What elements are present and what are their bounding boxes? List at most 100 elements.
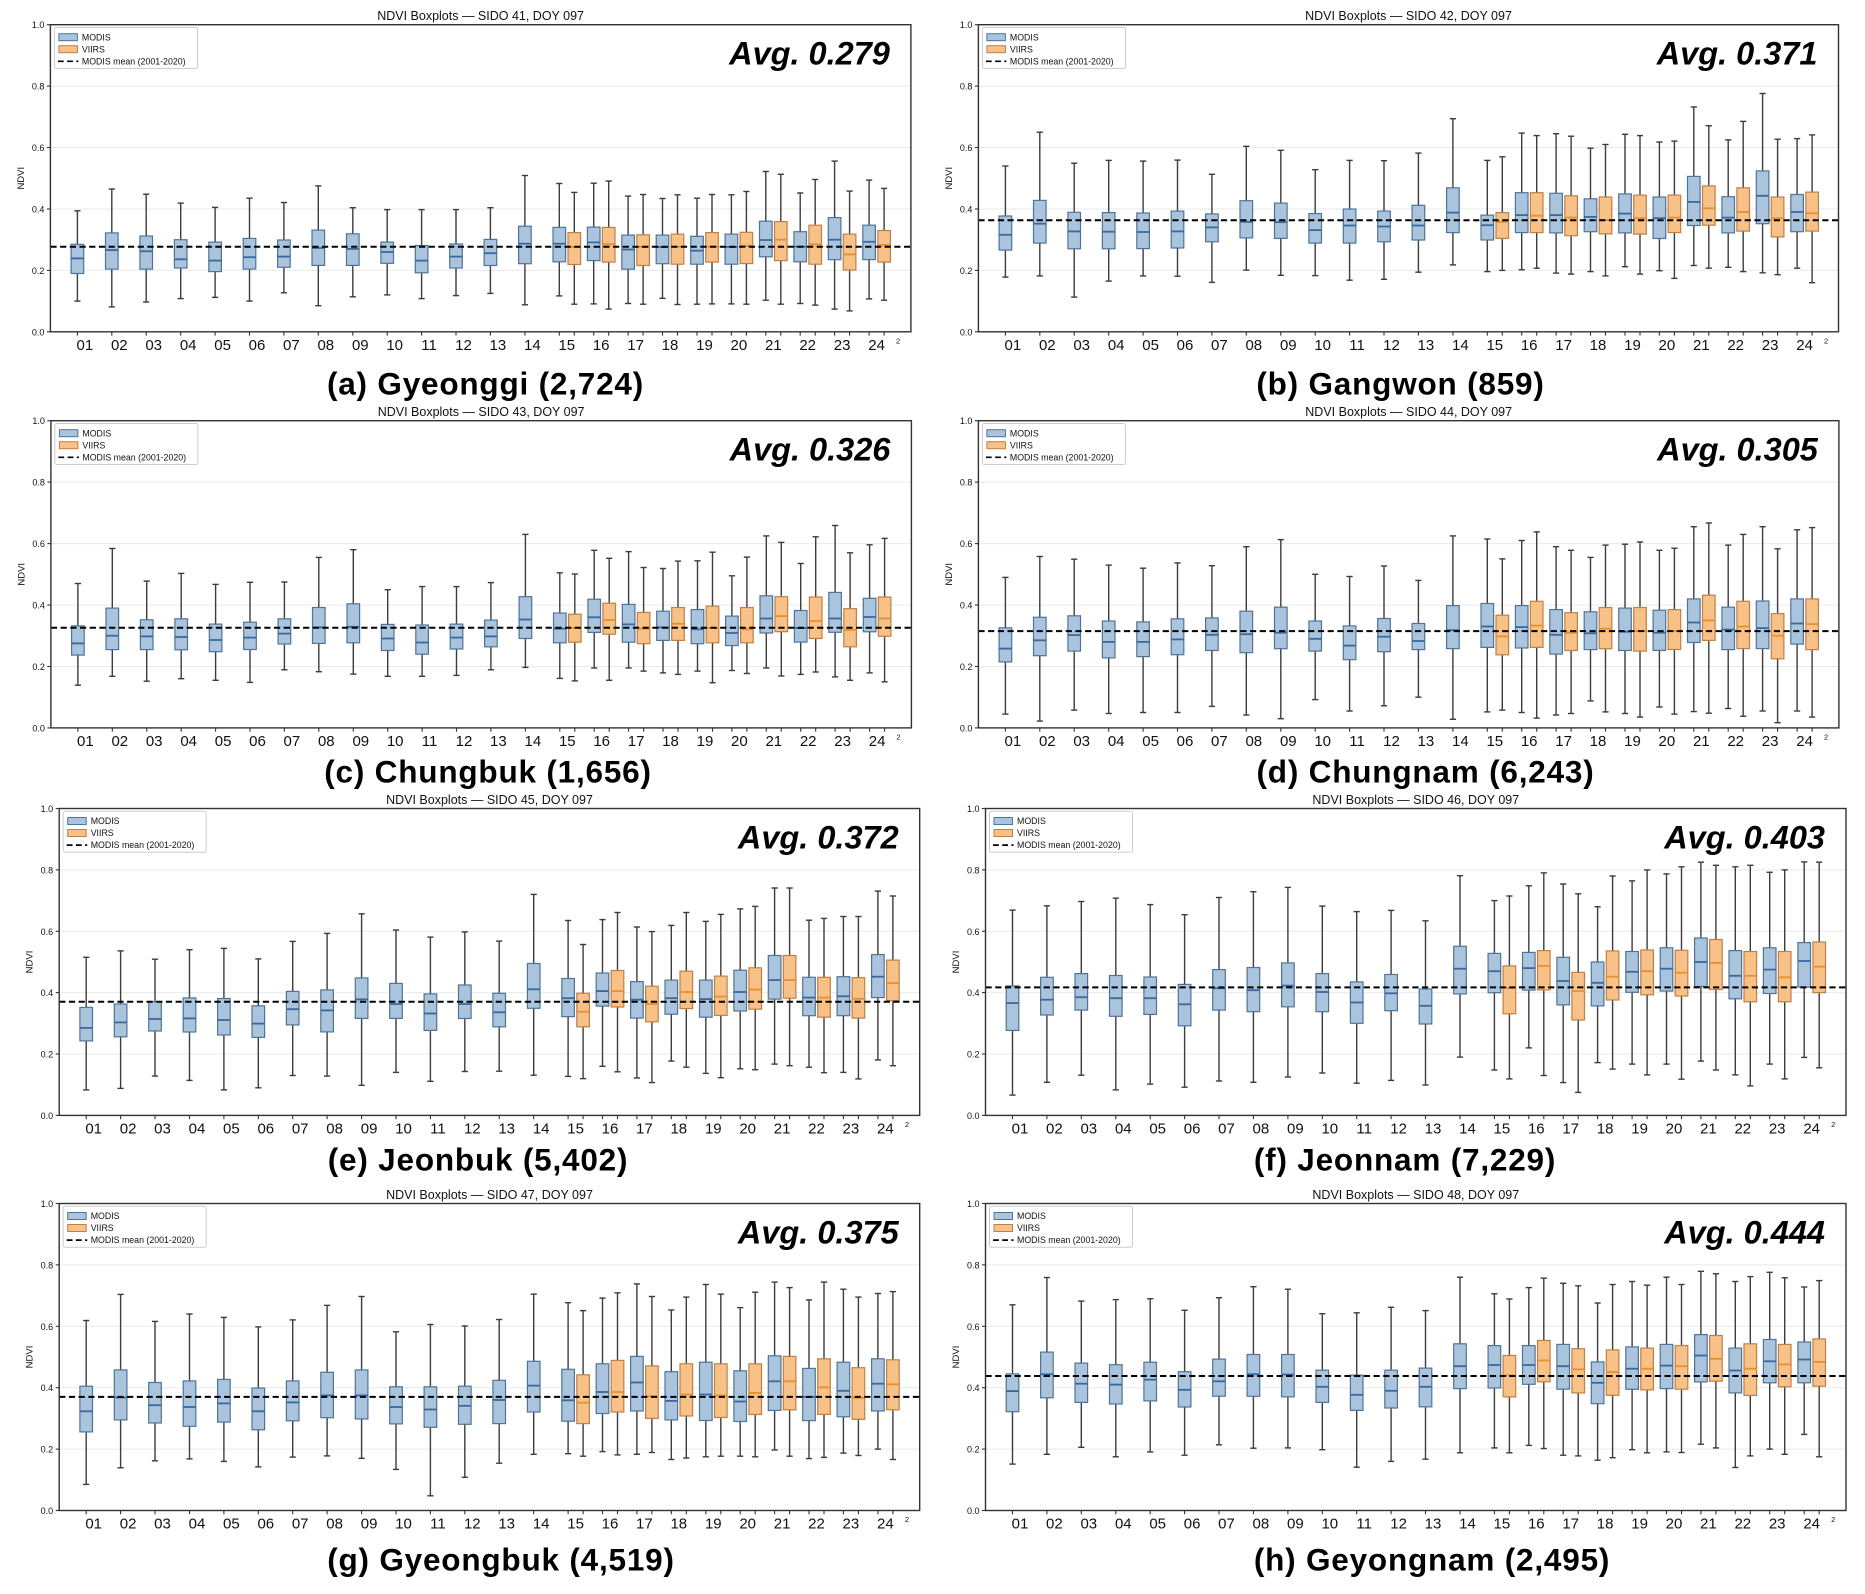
svg-text:0.8: 0.8 [967,865,980,875]
svg-text:04: 04 [189,1516,206,1533]
svg-text:0.6: 0.6 [960,143,973,153]
svg-text:06: 06 [1177,337,1194,354]
svg-text:07: 07 [1218,1516,1235,1533]
svg-text:02: 02 [1039,337,1056,354]
svg-text:21: 21 [774,1121,791,1138]
svg-text:21: 21 [1700,1121,1717,1138]
svg-text:09: 09 [1287,1516,1304,1533]
svg-text:05: 05 [223,1121,240,1138]
svg-text:23: 23 [1769,1121,1786,1138]
svg-text:20: 20 [1666,1516,1683,1533]
svg-text:01: 01 [1005,733,1022,750]
svg-text:0.4: 0.4 [960,601,973,611]
svg-text:Avg. 0.444: Avg. 0.444 [1663,1215,1825,1251]
svg-text:MODIS: MODIS [91,1211,120,1221]
svg-text:1.0: 1.0 [967,1199,980,1209]
svg-text:03: 03 [1073,337,1090,354]
svg-text:12: 12 [1383,733,1400,750]
svg-text:VIIRS: VIIRS [1017,828,1040,838]
svg-text:19: 19 [705,1121,722,1138]
svg-text:VIIRS: VIIRS [1010,440,1033,450]
svg-text:12: 12 [1383,337,1400,354]
svg-text:NDVI Boxplots — SIDO 46, DOY 0: NDVI Boxplots — SIDO 46, DOY 097 [1312,793,1519,807]
svg-text:17: 17 [636,1121,653,1138]
svg-text:(f) Jeonnam (7,229): (f) Jeonnam (7,229) [1254,1142,1556,1178]
svg-text:(e) Jeonbuk (5,402): (e) Jeonbuk (5,402) [328,1142,629,1178]
svg-text:2: 2 [896,336,900,345]
svg-text:13: 13 [498,1516,515,1533]
svg-text:MODIS mean (2001-2020): MODIS mean (2001-2020) [1017,840,1121,850]
svg-text:22: 22 [1734,1121,1751,1138]
svg-text:09: 09 [352,733,369,750]
svg-text:0.6: 0.6 [967,1322,980,1332]
svg-text:06: 06 [257,1121,274,1138]
svg-text:12: 12 [464,1121,481,1138]
svg-text:14: 14 [1452,733,1469,750]
svg-text:16: 16 [1528,1121,1545,1138]
svg-text:20: 20 [731,733,748,750]
svg-text:VIIRS: VIIRS [91,828,114,838]
svg-text:02: 02 [1039,733,1056,750]
svg-text:0.2: 0.2 [41,1445,54,1455]
svg-text:NDVI: NDVI [16,563,27,586]
svg-text:15: 15 [1494,1516,1511,1533]
svg-text:09: 09 [1287,1121,1304,1138]
svg-text:13: 13 [498,1121,515,1138]
svg-text:03: 03 [1080,1516,1097,1533]
svg-text:21: 21 [774,1516,791,1533]
svg-text:NDVI: NDVI [951,951,962,974]
svg-text:03: 03 [154,1121,171,1138]
svg-text:18: 18 [662,733,679,750]
svg-text:01: 01 [77,337,94,354]
svg-text:21: 21 [765,337,782,354]
svg-text:09: 09 [361,1516,378,1533]
svg-text:Avg. 0.326: Avg. 0.326 [729,432,892,468]
svg-text:10: 10 [1321,1121,1338,1138]
svg-text:NDVI Boxplots — SIDO 44, DOY 0: NDVI Boxplots — SIDO 44, DOY 097 [1305,405,1512,419]
svg-text:23: 23 [1769,1516,1786,1533]
svg-text:04: 04 [180,733,197,750]
svg-text:05: 05 [223,1516,240,1533]
svg-text:09: 09 [1280,337,1297,354]
svg-text:20: 20 [739,1121,756,1138]
svg-text:17: 17 [1562,1121,1579,1138]
svg-text:22: 22 [1727,733,1744,750]
svg-text:14: 14 [533,1516,550,1533]
svg-text:11: 11 [421,337,437,354]
svg-text:20: 20 [1659,733,1676,750]
svg-text:03: 03 [146,733,163,750]
svg-text:Avg. 0.371: Avg. 0.371 [1656,36,1818,72]
svg-text:05: 05 [1149,1121,1166,1138]
svg-text:04: 04 [180,337,197,354]
svg-text:16: 16 [1528,1516,1545,1533]
svg-text:08: 08 [1245,733,1262,750]
svg-text:MODIS: MODIS [82,32,111,42]
svg-text:MODIS: MODIS [91,816,120,826]
svg-text:24: 24 [1803,1516,1820,1533]
svg-text:22: 22 [800,733,817,750]
svg-text:0.2: 0.2 [41,1050,54,1060]
svg-text:(c) Chungbuk (1,656): (c) Chungbuk (1,656) [324,754,652,790]
svg-text:22: 22 [799,337,816,354]
svg-text:NDVI: NDVI [944,563,955,586]
svg-text:0.4: 0.4 [32,205,45,215]
svg-text:16: 16 [602,1516,619,1533]
svg-text:0.2: 0.2 [967,1050,980,1060]
svg-text:07: 07 [1218,1121,1235,1138]
svg-text:0.0: 0.0 [967,1506,980,1516]
svg-text:13: 13 [1418,337,1435,354]
svg-text:2: 2 [1831,1515,1835,1524]
svg-text:MODIS: MODIS [1017,1211,1046,1221]
svg-text:15: 15 [1494,1121,1511,1138]
svg-text:18: 18 [1597,1121,1614,1138]
svg-text:04: 04 [1115,1516,1132,1533]
svg-text:24: 24 [877,1516,894,1533]
svg-text:0.6: 0.6 [960,539,973,549]
svg-text:12: 12 [1390,1121,1407,1138]
svg-text:15: 15 [558,337,575,354]
svg-text:23: 23 [843,1121,860,1138]
svg-text:11: 11 [1356,1121,1372,1138]
svg-text:2: 2 [1824,732,1828,741]
svg-text:08: 08 [1253,1516,1270,1533]
svg-text:10: 10 [1314,337,1331,354]
